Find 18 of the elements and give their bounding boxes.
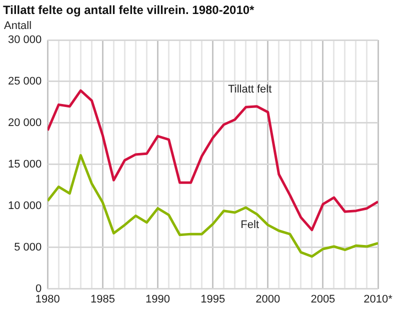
x-tick-label: 2010* [364, 293, 394, 306]
x-tick-label: 1995 [200, 293, 226, 306]
y-tick-label: 30 000 [8, 34, 42, 46]
x-tick-label: 1990 [146, 293, 170, 306]
y-axis-title: Antall [4, 20, 32, 32]
y-tick-label: 25 000 [8, 76, 42, 88]
chart-title: Tillatt felte og antall felte villrein. 1980-2010* [3, 3, 254, 17]
y-tick-label: 15 000 [8, 158, 42, 170]
x-tick-label: 2000 [256, 293, 280, 306]
x-tick-label: 2005 [310, 293, 336, 306]
series-label: Tillatt felt [228, 84, 272, 96]
series-label: Felt [240, 219, 260, 232]
y-tick-label: 5 000 [14, 241, 42, 254]
x-tick-label: 1980 [35, 293, 60, 306]
y-tick-label: 10 000 [8, 200, 42, 212]
y-tick-label: 20 000 [8, 116, 42, 129]
y-tick-label: 0 [36, 282, 42, 295]
x-tick-label: 1985 [90, 293, 115, 306]
